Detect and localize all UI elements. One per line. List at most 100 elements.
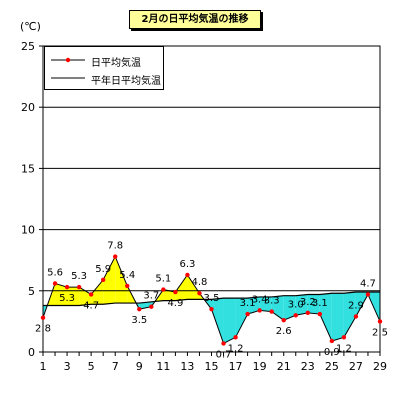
data-label: 4.7 xyxy=(83,300,99,311)
data-point xyxy=(353,314,359,319)
data-label: 2.6 xyxy=(276,326,292,337)
data-point xyxy=(52,281,58,286)
legend-item-daily: 日平均気温 xyxy=(49,52,161,69)
data-label: 0.9 xyxy=(324,347,340,358)
cold-fill-segment xyxy=(283,295,296,321)
data-label: 3.5 xyxy=(131,315,147,326)
y-tick-label: 0 xyxy=(28,346,35,359)
data-label: 5.3 xyxy=(71,271,87,282)
data-label: 5.9 xyxy=(95,264,111,275)
data-label: 0.7 xyxy=(216,349,232,360)
anomaly-fills xyxy=(43,256,380,344)
data-label: 4.9 xyxy=(167,298,183,309)
data-point xyxy=(100,277,106,282)
cold-fill-segment xyxy=(331,293,344,341)
x-tick-label: 9 xyxy=(136,360,143,373)
data-label: 5.6 xyxy=(47,267,63,278)
data-label: 3.2 xyxy=(300,297,316,308)
data-point xyxy=(245,311,250,317)
data-label: 3.1 xyxy=(240,298,256,309)
x-tick-label: 11 xyxy=(156,360,170,373)
data-label: 6.3 xyxy=(179,259,195,270)
y-tick-label: 20 xyxy=(21,101,35,114)
legend-swatch-normal xyxy=(51,77,85,79)
cold-fill-segment xyxy=(295,294,308,316)
data-point xyxy=(257,308,262,313)
cold-fill-segment xyxy=(247,296,260,315)
warm-fill-segment xyxy=(67,287,80,306)
x-tick-label: 13 xyxy=(180,360,194,373)
legend: 日平均気温 平年日平均気温 xyxy=(44,46,164,90)
data-point xyxy=(377,319,383,324)
data-point xyxy=(329,338,335,344)
x-tick-label: 25 xyxy=(325,360,339,373)
daily-temperature-markers xyxy=(40,254,383,346)
x-tick-label: 23 xyxy=(301,360,315,373)
x-tick-label: 1 xyxy=(40,360,47,373)
y-tick-label: 15 xyxy=(21,162,35,175)
x-tick-label: 17 xyxy=(229,360,243,373)
warm-fill-segment xyxy=(79,287,92,306)
data-point xyxy=(76,284,82,290)
data-point xyxy=(161,287,166,292)
data-point xyxy=(64,284,70,290)
data-label: 2.8 xyxy=(35,324,51,335)
grid-lines xyxy=(43,106,380,292)
warm-fill-segment xyxy=(175,274,188,301)
x-tick-label: 15 xyxy=(205,360,219,373)
data-label: 1.2 xyxy=(336,343,352,354)
data-point xyxy=(269,309,274,314)
warm-fill-segment xyxy=(187,274,200,300)
data-labels: 2.8 5.6 5.3 5.3 4.7 5.9 7.8 5.4 3.5 3.7 5.1 4.9 6.3 4… xyxy=(35,241,388,361)
data-label: 3.1 xyxy=(312,298,328,309)
legend-item-normal: 平年日平均気温 xyxy=(49,70,161,87)
cold-fill-segment xyxy=(319,293,332,341)
legend-swatch-daily xyxy=(51,57,85,63)
normal-temperature-series xyxy=(43,291,380,307)
warm-fill-segment xyxy=(103,256,116,305)
data-point xyxy=(40,315,46,320)
cold-fill-segment xyxy=(235,298,248,338)
data-label: 2.5 xyxy=(372,327,388,338)
x-tick-label: 29 xyxy=(373,360,387,373)
data-label: 7.8 xyxy=(107,241,123,252)
warm-fill-segment xyxy=(91,279,104,305)
data-point xyxy=(305,310,310,316)
data-point xyxy=(113,254,118,259)
data-point xyxy=(221,341,226,346)
data-label: 3.3 xyxy=(264,296,280,307)
data-point xyxy=(317,311,323,317)
axes xyxy=(39,45,381,356)
data-point xyxy=(137,306,142,312)
warm-fill-segment xyxy=(55,283,68,306)
data-point xyxy=(209,306,214,312)
cold-fill-segment xyxy=(343,292,356,338)
data-label: 3.0 xyxy=(288,299,304,310)
x-tick-label: 27 xyxy=(349,360,363,373)
data-point xyxy=(341,335,347,340)
data-point xyxy=(281,317,286,323)
cold-fill-segment xyxy=(307,294,320,315)
data-label: 3.4 xyxy=(252,294,268,305)
y-tick-label: 5 xyxy=(28,285,35,298)
data-label: 3.5 xyxy=(204,293,220,304)
cold-fill-segment xyxy=(259,296,272,312)
data-point xyxy=(149,304,154,309)
cold-fill-segment xyxy=(271,295,284,321)
data-label: 2.9 xyxy=(348,301,364,312)
data-point xyxy=(185,272,190,278)
x-tick-label: 3 xyxy=(64,360,71,373)
y-tick-label: 25 xyxy=(21,40,35,53)
data-point xyxy=(125,283,130,289)
warm-fill-segment xyxy=(163,289,176,301)
y-tick-label: 10 xyxy=(21,224,35,237)
data-point xyxy=(233,335,238,340)
data-point xyxy=(293,313,298,318)
data-label: 3.7 xyxy=(143,291,159,302)
x-tick-label: 19 xyxy=(253,360,267,373)
data-point xyxy=(197,291,202,296)
y-axis-label: (℃) xyxy=(20,20,41,33)
data-label: 1.2 xyxy=(228,343,244,354)
